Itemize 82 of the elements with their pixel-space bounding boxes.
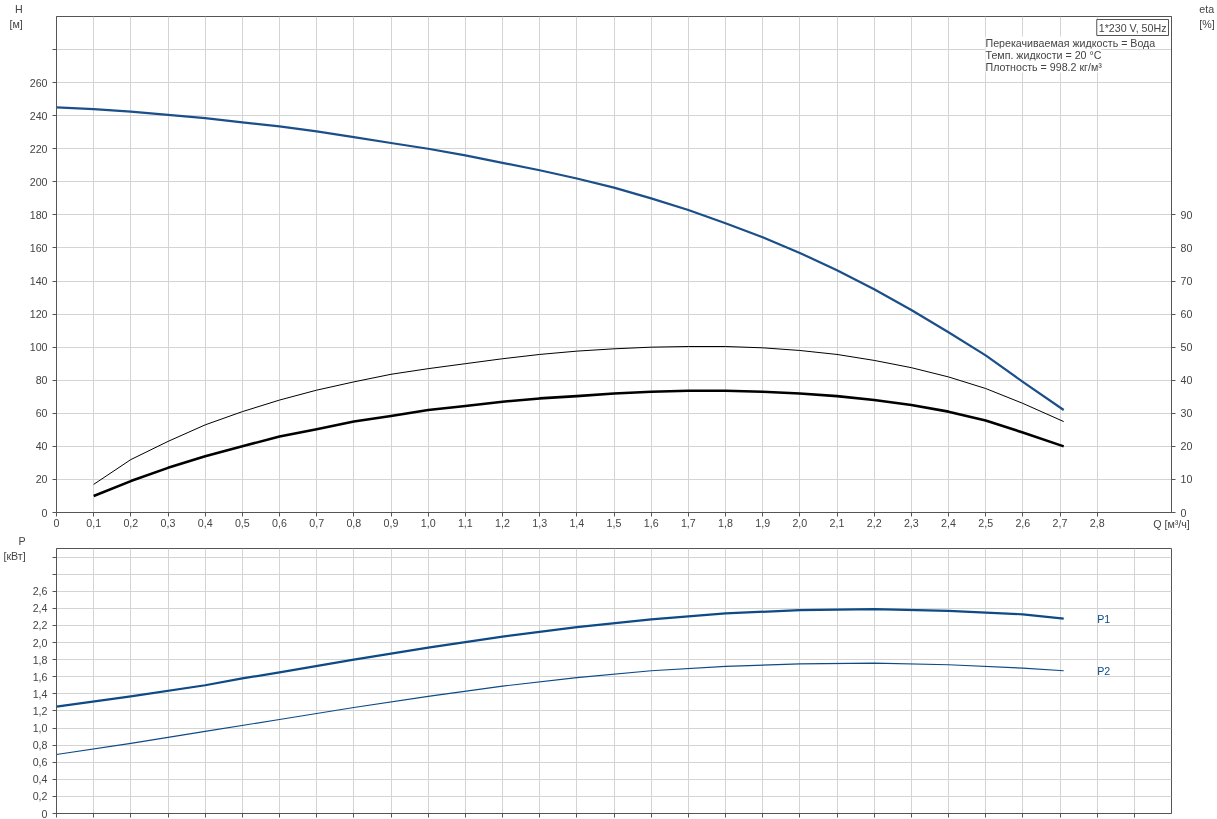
y2-tick-label: 10	[1180, 473, 1193, 486]
x-tick-label: 0,1	[86, 516, 102, 529]
line-series	[56, 662, 1065, 756]
y-tick-label: 2,2	[32, 619, 48, 632]
x-tick-label: 0,6	[272, 516, 287, 529]
y2-tick-label: 40	[1180, 374, 1193, 387]
y-tick-label: 240	[29, 109, 48, 122]
x-axis-title: Q [м³/ч]	[1153, 517, 1190, 530]
x-tick-label: 1,5	[606, 516, 622, 529]
y-tick-label: 1,2	[32, 704, 48, 717]
y-tick-label: 80	[35, 374, 48, 387]
y-tick-label: 0	[41, 506, 48, 519]
line-series	[92, 389, 1066, 498]
y2-tick-label: 30	[1180, 407, 1193, 420]
y2-tick-label: 90	[1180, 208, 1193, 221]
x-tick-label: 2,4	[941, 516, 956, 529]
annotation: Плотность = 998.2 кг/м³	[985, 60, 1103, 73]
y-tick-label: 120	[29, 308, 48, 321]
y-tick-label: 1,0	[32, 722, 48, 735]
line-series	[93, 346, 1065, 485]
y-tick-label: 1,8	[32, 653, 48, 666]
y-tick-label: 2,0	[32, 636, 48, 649]
y-tick-label: 2,6	[32, 585, 48, 598]
y-tick-label: 60	[35, 407, 48, 420]
x-tick-label: 1,8	[718, 516, 733, 529]
x-tick-label: 1,0	[420, 516, 436, 529]
line-series	[56, 608, 1065, 708]
y-tick-label: 0,4	[32, 773, 48, 786]
y-tick-label: 140	[29, 275, 48, 288]
y-axis-title: P [кВт]	[3, 535, 26, 562]
x-tick-label: 0,2	[123, 516, 139, 529]
x-tick-label: 0,3	[160, 516, 176, 529]
y-tick-label: 0,6	[32, 756, 48, 769]
x-tick-label: 1,1	[457, 516, 473, 529]
x-tick-label: 0,8	[346, 516, 362, 529]
annotation: Перекачиваемая жидкость = Вода	[985, 36, 1156, 49]
y2-tick-label: 20	[1180, 440, 1193, 453]
x-tick-label: 1,9	[755, 516, 771, 529]
x-tick-label: 2,6	[1015, 516, 1031, 529]
x-tick-label: 1,3	[532, 516, 548, 529]
x-tick-label: 1,4	[569, 516, 585, 529]
y-tick-label: 160	[29, 241, 48, 254]
x-tick-label: 0,4	[197, 516, 213, 529]
x-tick-label: 0	[53, 516, 60, 529]
y-tick-label: 260	[29, 76, 48, 89]
x-tick-label: 1,7	[680, 516, 696, 529]
y2-tick-label: 0	[1180, 506, 1187, 519]
y-tick-label: 40	[35, 440, 48, 453]
y2-tick-label: 80	[1180, 241, 1193, 254]
x-tick-label: 2,3	[903, 516, 919, 529]
x-tick-label: 1,6	[643, 516, 659, 529]
annotation: Темп. жидкости = 20 °C	[985, 48, 1102, 61]
y-tick-label: 1,4	[32, 687, 48, 700]
y-tick-label: 2,4	[32, 602, 48, 615]
x-tick-label: 2,8	[1089, 516, 1105, 529]
y2-tick-label: 60	[1180, 308, 1193, 321]
text: P1	[1097, 612, 1111, 625]
y-tick-label: 1,6	[32, 670, 48, 683]
y-axis-title: H [м]	[9, 3, 23, 30]
x-tick-label: 2,5	[978, 516, 994, 529]
y-tick-label: 0,8	[32, 739, 48, 752]
y-tick-label: 180	[29, 208, 48, 221]
x-tick-label: 2,0	[792, 516, 808, 529]
y-tick-label: 100	[29, 341, 48, 354]
x-tick-label: 0,5	[234, 516, 250, 529]
y-tick-label: 200	[29, 175, 48, 188]
y-tick-label: 0,2	[32, 790, 48, 803]
x-tick-label: 2,7	[1052, 516, 1068, 529]
y2-axis-title: eta [%]	[1199, 3, 1215, 30]
x-tick-label: 0,7	[309, 516, 325, 529]
x-tick-label: 2,2	[866, 516, 882, 529]
y-tick-label: 0	[41, 807, 48, 819]
y2-tick-label: 70	[1180, 275, 1193, 288]
x-tick-label: 0,9	[383, 516, 399, 529]
x-tick-label: 2,1	[829, 516, 845, 529]
text: 1*230 V, 50Hz	[1098, 21, 1167, 34]
x-tick-label: 1,2	[495, 516, 510, 529]
line-series	[56, 106, 1065, 412]
y-tick-label: 220	[29, 142, 48, 155]
text: P2	[1097, 664, 1111, 677]
y-tick-label: 20	[35, 473, 48, 486]
y2-tick-label: 50	[1180, 341, 1193, 354]
